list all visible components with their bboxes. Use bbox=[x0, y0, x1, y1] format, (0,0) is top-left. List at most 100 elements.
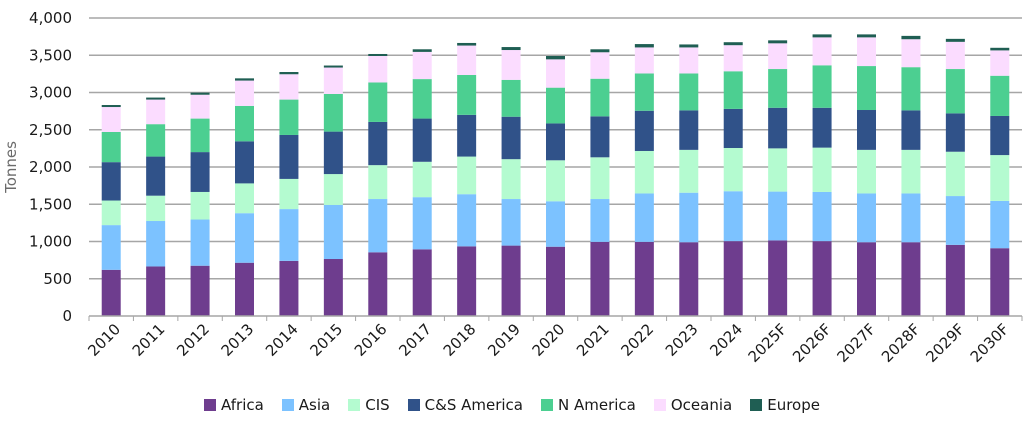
x-tick-label: 2028F bbox=[878, 320, 924, 366]
bar-n-america-2023 bbox=[679, 73, 699, 111]
bar-stack-2016 bbox=[368, 53, 388, 316]
bar-oceania-2015 bbox=[323, 67, 343, 94]
bar-asia-2021 bbox=[590, 199, 610, 242]
bar-asia-2010 bbox=[101, 225, 121, 270]
bar-cis-2020 bbox=[546, 160, 565, 202]
legend-label: C&S America bbox=[424, 396, 523, 414]
bar-africa-2019 bbox=[501, 245, 521, 316]
bar-n-america-2021 bbox=[590, 78, 610, 117]
bar-cis-2026F bbox=[812, 147, 832, 192]
bar-n-america-2014 bbox=[279, 99, 299, 135]
bar-n-america-2018 bbox=[457, 74, 477, 115]
bar-europe-2022 bbox=[634, 44, 654, 48]
bar-europe-2025F bbox=[768, 40, 788, 44]
bar-stack-2014 bbox=[279, 72, 299, 316]
bar-oceania-2029F bbox=[945, 41, 965, 70]
bar-africa-2028F bbox=[901, 242, 921, 316]
bar-oceania-2024 bbox=[723, 45, 743, 72]
x-tick-label: 2012 bbox=[173, 320, 213, 360]
bar-asia-2024 bbox=[723, 191, 743, 242]
bar-oceania-2023 bbox=[679, 47, 699, 74]
bar-oceania-2010 bbox=[101, 107, 121, 132]
bar-c-s-america-2023 bbox=[679, 110, 699, 150]
legend-item-europe: Europe bbox=[750, 396, 820, 414]
bar-asia-2011 bbox=[146, 221, 166, 267]
bar-n-america-2029F bbox=[945, 69, 965, 114]
bar-cis-2030F bbox=[990, 155, 1010, 201]
bar-n-america-2012 bbox=[190, 118, 210, 153]
x-tick-label: 2019 bbox=[484, 320, 524, 360]
bar-n-america-2011 bbox=[146, 124, 166, 157]
y-tick-label: 4,000 bbox=[29, 9, 72, 27]
bar-oceania-2017 bbox=[412, 51, 432, 80]
legend-label: N America bbox=[558, 396, 636, 414]
x-tick-label: 2018 bbox=[440, 320, 480, 360]
bar-c-s-america-2028F bbox=[901, 110, 921, 150]
bar-stack-2018 bbox=[457, 42, 477, 316]
x-tick-label: 2029F bbox=[922, 320, 968, 366]
y-tick-label: 500 bbox=[43, 270, 72, 288]
bar-europe-2013 bbox=[235, 78, 254, 81]
bar-asia-2029F bbox=[945, 196, 965, 245]
bar-africa-2017 bbox=[412, 249, 432, 316]
bar-cis-2028F bbox=[901, 149, 921, 194]
bar-europe-2029F bbox=[945, 38, 965, 42]
bar-europe-2012 bbox=[190, 92, 210, 95]
bar-asia-2016 bbox=[368, 199, 388, 253]
bar-stack-2019 bbox=[501, 47, 521, 316]
bar-europe-2024 bbox=[723, 42, 743, 46]
legend-swatch bbox=[750, 399, 763, 411]
x-tick-label: 2021 bbox=[573, 320, 613, 360]
bar-n-america-2020 bbox=[546, 87, 565, 124]
bar-africa-2011 bbox=[146, 266, 166, 316]
bar-cis-2017 bbox=[412, 161, 432, 198]
bar-n-america-2027F bbox=[857, 66, 876, 111]
bar-stack-2011 bbox=[146, 97, 166, 316]
bar-n-america-2030F bbox=[990, 75, 1010, 116]
bar-cis-2029F bbox=[945, 151, 965, 197]
legend-label: Africa bbox=[221, 396, 264, 414]
bar-oceania-2030F bbox=[990, 50, 1010, 76]
bar-africa-2030F bbox=[990, 248, 1010, 316]
legend-swatch bbox=[204, 399, 217, 411]
y-tick-label: 3,000 bbox=[29, 84, 72, 102]
bar-asia-2020 bbox=[546, 201, 565, 247]
y-tick-label: 0 bbox=[62, 307, 72, 325]
bar-asia-2026F bbox=[812, 191, 832, 242]
legend-item-n-america: N America bbox=[541, 396, 636, 414]
bar-europe-2021 bbox=[590, 49, 610, 53]
bar-cis-2012 bbox=[190, 191, 210, 220]
legend-item-asia: Asia bbox=[281, 396, 331, 414]
bar-c-s-america-2018 bbox=[457, 114, 477, 157]
bar-africa-2016 bbox=[368, 252, 388, 316]
bar-c-s-america-2029F bbox=[945, 113, 965, 152]
legend-item-cis: CIS bbox=[348, 396, 390, 414]
legend-label: Asia bbox=[298, 396, 331, 414]
legend: Africa Asia CIS C&S America N America Oceania… bbox=[0, 396, 1024, 414]
legend-swatch bbox=[348, 399, 361, 411]
bar-n-america-2010 bbox=[101, 131, 121, 163]
legend-swatch bbox=[541, 399, 553, 411]
bar-europe-2017 bbox=[412, 49, 432, 52]
bar-europe-2018 bbox=[457, 42, 477, 46]
y-tick-label: 1,500 bbox=[29, 195, 72, 213]
bar-cis-2025F bbox=[768, 148, 788, 192]
y-tick-label: 2,000 bbox=[29, 158, 72, 176]
bar-africa-2025F bbox=[768, 240, 788, 316]
x-tick-label: 2023 bbox=[662, 320, 702, 360]
bar-n-america-2026F bbox=[812, 65, 832, 108]
y-tick-label: 3,500 bbox=[29, 46, 72, 64]
bar-asia-2014 bbox=[279, 209, 299, 261]
bar-cis-2019 bbox=[501, 159, 521, 200]
bar-cis-2014 bbox=[279, 178, 299, 210]
bar-cis-2013 bbox=[235, 183, 254, 214]
bar-africa-2026F bbox=[812, 241, 832, 316]
bar-africa-2013 bbox=[235, 262, 254, 316]
bar-c-s-america-2026F bbox=[812, 107, 832, 148]
bar-stack-2012 bbox=[190, 92, 210, 316]
bar-africa-2020 bbox=[546, 246, 565, 316]
bar-africa-2014 bbox=[279, 260, 299, 316]
bar-oceania-2027F bbox=[857, 37, 876, 67]
legend-label: CIS bbox=[365, 396, 390, 414]
bar-europe-2011 bbox=[146, 97, 166, 100]
